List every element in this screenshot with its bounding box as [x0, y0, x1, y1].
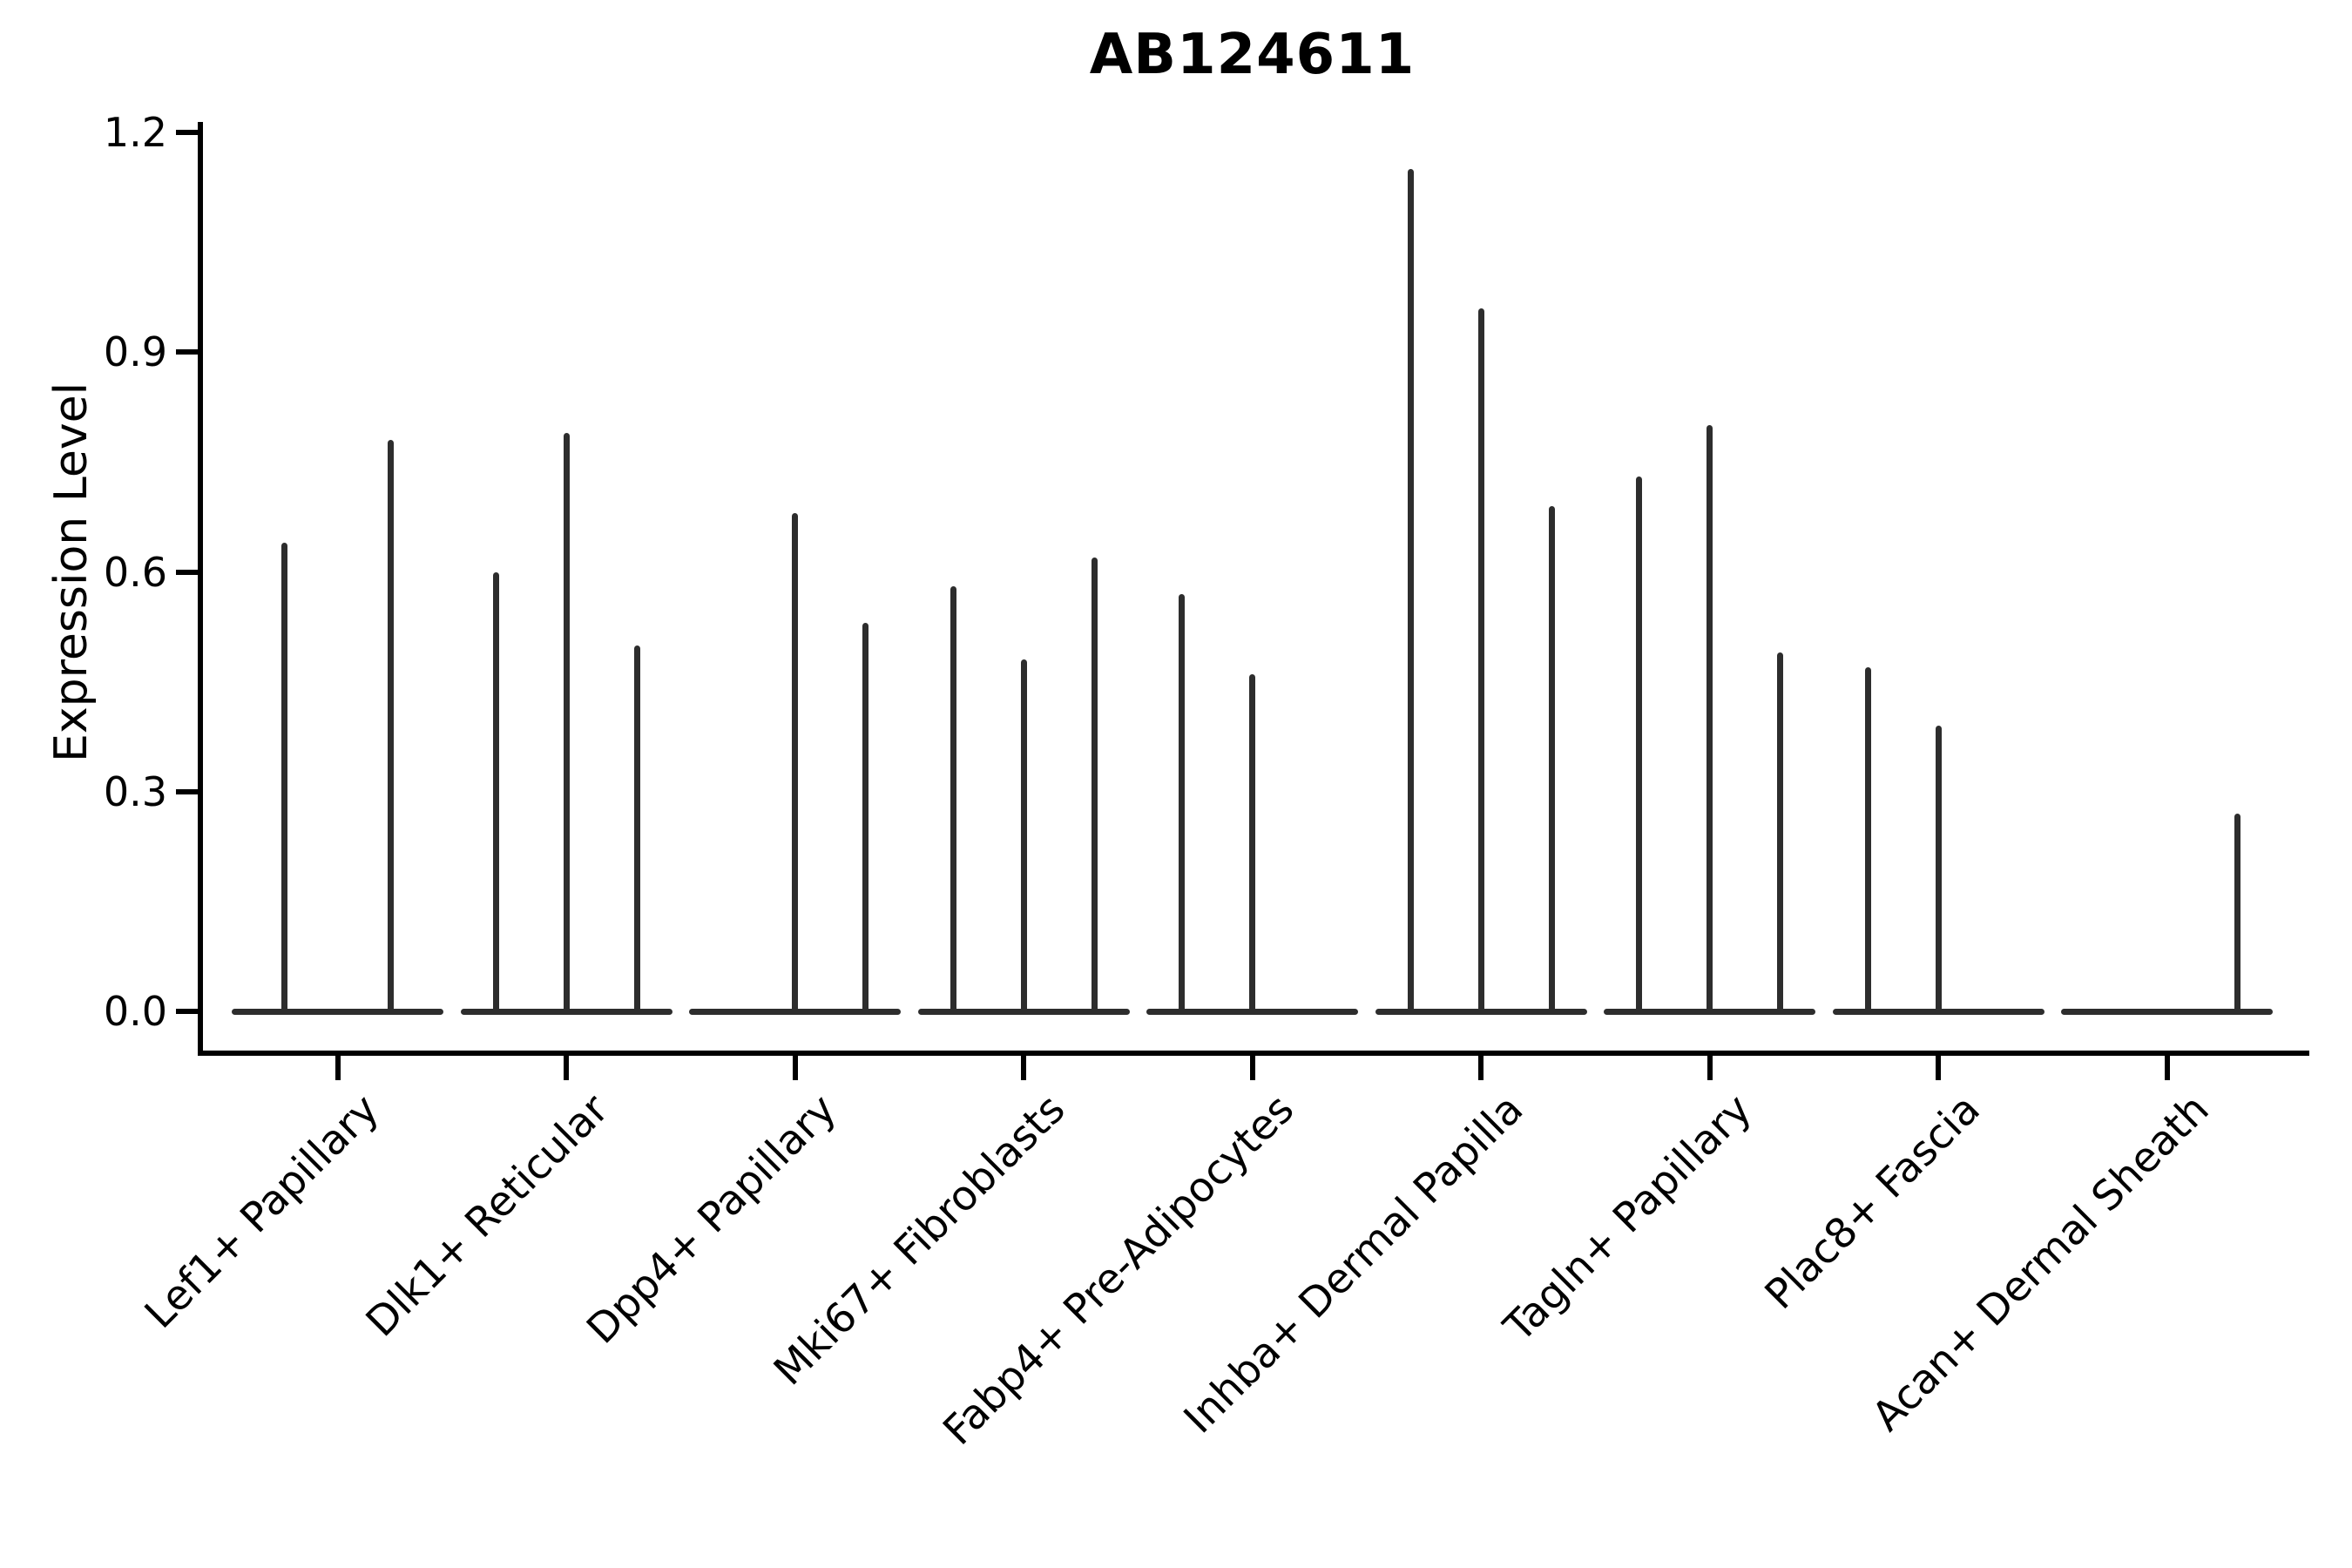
violin-spike: [1407, 169, 1414, 1014]
violin-spike: [1020, 659, 1027, 1014]
violin-spike: [1636, 476, 1642, 1014]
x-tick-label: Dlk1+ Reticular: [356, 1085, 618, 1347]
y-tick-label: 0.0: [103, 988, 167, 1035]
violin-spike: [862, 623, 868, 1014]
x-tick-label: Lef1+ Papillary: [136, 1085, 389, 1338]
x-tick-mark: [1478, 1056, 1484, 1080]
x-tick-mark: [1707, 1056, 1713, 1080]
violin-spike: [1707, 425, 1713, 1014]
violin-spike: [633, 645, 640, 1014]
violin-spike: [792, 513, 798, 1014]
violin-spike: [281, 542, 288, 1014]
x-tick-mark: [1936, 1056, 1941, 1080]
x-tick-label: Plac8+ Fascia: [1755, 1085, 1990, 1319]
x-tick-mark: [564, 1056, 569, 1080]
violin-spike: [1864, 666, 1871, 1014]
violin-baseline: [2061, 1008, 2273, 1015]
violin-spike: [1935, 726, 1942, 1014]
violin-spike: [1777, 652, 1783, 1014]
violin-spike: [950, 586, 956, 1014]
x-tick-mark: [335, 1056, 341, 1080]
violin-spike: [563, 432, 570, 1014]
y-tick-mark: [176, 130, 200, 136]
violin-spike: [1179, 593, 1185, 1014]
violin-spike: [492, 571, 499, 1014]
y-tick-mark: [176, 1009, 200, 1014]
y-axis-spine: [198, 122, 203, 1056]
y-tick-label: 1.2: [103, 109, 167, 157]
violin-spike: [1548, 505, 1555, 1014]
x-tick-mark: [792, 1056, 798, 1080]
y-tick-label: 0.9: [103, 328, 167, 376]
x-tick-mark: [1249, 1056, 1255, 1080]
violin-spike: [387, 440, 394, 1014]
y-tick-mark: [176, 569, 200, 575]
violin-spike: [2234, 813, 2240, 1014]
y-tick-mark: [176, 788, 200, 794]
chart-title: AB124611: [1089, 23, 1416, 87]
y-tick-mark: [176, 349, 200, 355]
violin-spike: [1091, 557, 1098, 1014]
x-tick-label: Dpp4+ Papillary: [578, 1085, 847, 1354]
violin-spike: [1249, 674, 1255, 1014]
x-tick-mark: [2164, 1056, 2170, 1080]
y-tick-label: 0.3: [103, 767, 167, 815]
violin-baseline: [232, 1008, 443, 1015]
x-tick-label: Tagln+ Papillary: [1494, 1085, 1761, 1352]
x-tick-mark: [1021, 1056, 1026, 1080]
violin-spike: [1477, 308, 1484, 1014]
y-tick-label: 0.6: [103, 548, 167, 596]
x-axis-spine: [198, 1051, 2309, 1056]
